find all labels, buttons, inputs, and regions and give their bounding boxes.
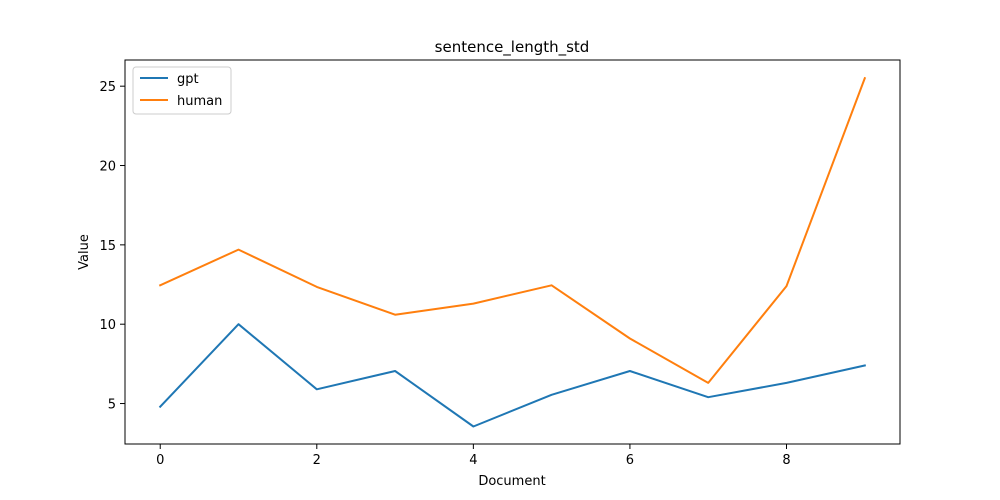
y-tick-label: 20 bbox=[99, 160, 116, 175]
y-tick-label: 15 bbox=[99, 239, 116, 254]
series-line-gpt bbox=[158, 323, 866, 428]
x-tick-label: 8 bbox=[782, 453, 790, 468]
series-lines bbox=[158, 76, 867, 428]
y-tick-label: 5 bbox=[108, 398, 116, 413]
x-tick-label: 4 bbox=[469, 453, 477, 468]
x-tick-label: 0 bbox=[156, 453, 164, 468]
legend-label-gpt: gpt bbox=[177, 72, 199, 87]
y-axis-label: Value bbox=[77, 234, 92, 270]
x-axis-label: Document bbox=[478, 474, 545, 489]
y-tick-label: 25 bbox=[99, 80, 116, 95]
plot-frame bbox=[124, 59, 901, 445]
y-axis-ticks: 5 10 15 20 25 bbox=[99, 80, 125, 413]
y-tick-label: 10 bbox=[99, 318, 116, 333]
legend-label-human: human bbox=[177, 94, 222, 109]
legend: gpt human bbox=[132, 66, 232, 115]
chart-title: sentence_length_std bbox=[435, 38, 590, 57]
x-tick-label: 6 bbox=[626, 453, 634, 468]
x-axis-ticks: 0 2 4 6 8 bbox=[156, 444, 791, 468]
x-tick-label: 2 bbox=[313, 453, 321, 468]
series-line-human bbox=[158, 76, 867, 384]
